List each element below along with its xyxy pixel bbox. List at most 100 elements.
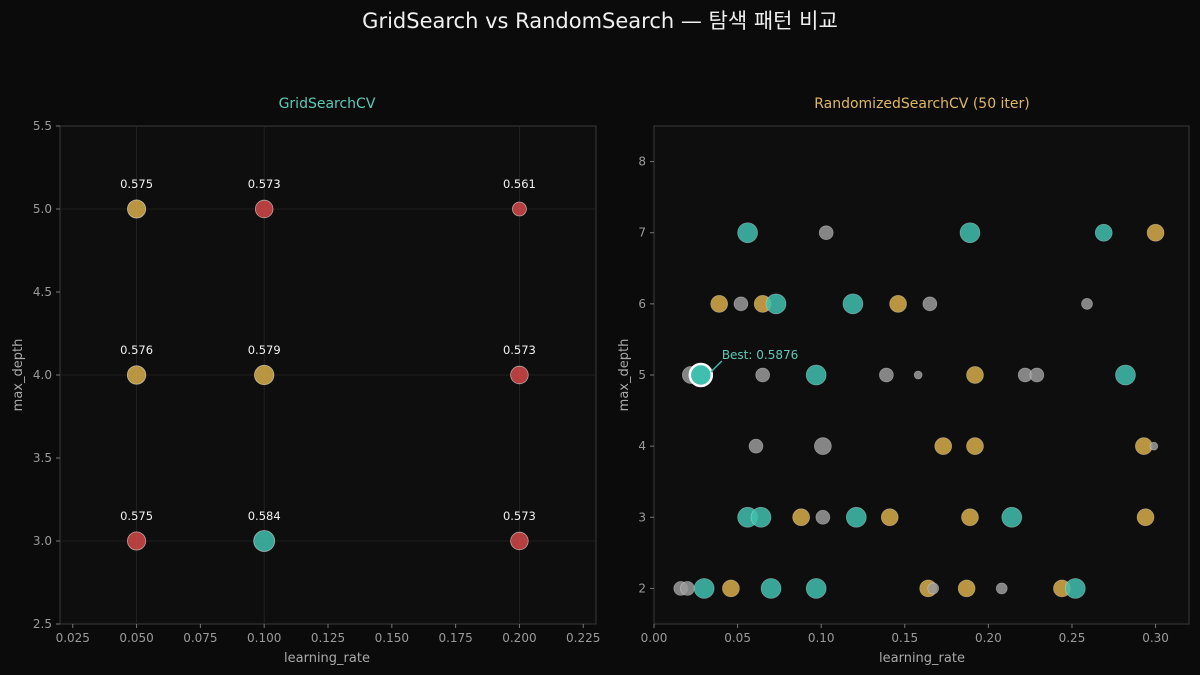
- grid-x-tick-label: 0.175: [438, 631, 472, 645]
- grid-x-tick-label: 0.050: [119, 631, 153, 645]
- random-point: [934, 437, 953, 455]
- random-search-panel: RandomizedSearchCV (50 iter) learning_ra…: [617, 96, 1190, 666]
- random-y-tick-label: 5: [638, 368, 646, 382]
- random-point: [750, 506, 772, 528]
- grid-x-axis-label: learning_rate: [284, 651, 370, 666]
- grid-x-tick-label: 0.125: [311, 631, 345, 645]
- best-annotation-label: Best: 0.5876: [722, 348, 798, 362]
- random-y-tick-label: 6: [638, 297, 646, 311]
- grid-search-panel: GridSearchCV learning_rate max_depth 0.0…: [11, 96, 600, 666]
- grid-point: [254, 199, 274, 219]
- random-point: [957, 579, 976, 598]
- random-best-point: [688, 362, 714, 388]
- random-point: [815, 509, 831, 525]
- random-point: [792, 508, 810, 527]
- random-x-tick-label: 0.30: [1142, 631, 1169, 645]
- random-x-tick-label: 0.00: [641, 631, 668, 645]
- grid-x-tick-label: 0.150: [375, 631, 409, 645]
- random-point: [1064, 578, 1086, 599]
- random-point: [880, 508, 899, 527]
- grid-point-score-label: 0.575: [120, 177, 153, 191]
- random-point: [961, 508, 979, 527]
- grid-point: [510, 365, 529, 385]
- grid-y-tick-label: 5.0: [33, 202, 52, 216]
- random-point: [1149, 441, 1159, 451]
- grid-panel-title: GridSearchCV: [279, 96, 376, 112]
- grid-y-axis-label: max_depth: [11, 339, 26, 412]
- random-y-tick-label: 4: [638, 439, 646, 453]
- random-point: [1094, 223, 1113, 242]
- random-point: [710, 295, 729, 313]
- grid-point: [127, 199, 147, 219]
- grid-x-tick-label: 0.200: [502, 631, 536, 645]
- random-point: [889, 295, 907, 313]
- random-point: [680, 581, 695, 596]
- random-y-tick-label: 8: [638, 155, 646, 169]
- random-x-tick-label: 0.20: [975, 631, 1002, 645]
- random-point: [805, 364, 827, 386]
- random-point: [805, 578, 827, 599]
- random-point: [748, 438, 764, 454]
- grid-point: [254, 364, 275, 386]
- random-x-tick-label: 0.05: [724, 631, 751, 645]
- random-point: [845, 506, 867, 528]
- random-point: [842, 293, 864, 315]
- grid-y-tick-label: 4.0: [33, 368, 52, 382]
- random-point: [755, 367, 771, 383]
- grid-point: [510, 531, 529, 551]
- random-y-axis-label: max_depth: [617, 339, 632, 412]
- grid-y-tick-label: 3.0: [33, 534, 52, 548]
- random-point: [913, 370, 923, 380]
- random-y-tick-label: 2: [638, 581, 646, 595]
- grid-x-tick-label: 0.025: [56, 631, 90, 645]
- random-point: [1081, 298, 1093, 310]
- random-x-tick-label: 0.25: [1059, 631, 1086, 645]
- random-y-tick-label: 7: [638, 226, 646, 240]
- grid-point: [126, 365, 147, 385]
- random-x-axis-label: learning_rate: [879, 651, 965, 666]
- random-point: [879, 367, 894, 383]
- grid-x-tick-label: 0.100: [247, 631, 281, 645]
- random-point: [1029, 367, 1045, 383]
- grid-point-score-label: 0.584: [248, 509, 281, 523]
- random-panel-title: RandomizedSearchCV (50 iter): [814, 96, 1030, 112]
- grid-point: [253, 530, 276, 552]
- grid-point-score-label: 0.573: [503, 343, 536, 357]
- grid-point-score-label: 0.576: [120, 343, 153, 357]
- grid-point-score-label: 0.573: [503, 509, 536, 523]
- random-point: [1146, 223, 1165, 242]
- random-x-tick-label: 0.15: [891, 631, 918, 645]
- random-point: [966, 437, 984, 455]
- random-point: [927, 582, 940, 595]
- grid-y-tick-label: 4.5: [33, 285, 52, 299]
- random-point: [966, 366, 984, 384]
- random-point: [693, 578, 715, 599]
- grid-point-score-label: 0.575: [120, 509, 153, 523]
- random-point: [818, 225, 834, 241]
- random-point: [1115, 364, 1136, 386]
- grid-y-tick-label: 5.5: [33, 119, 52, 133]
- grid-point-score-label: 0.579: [248, 343, 281, 357]
- random-point: [959, 222, 981, 244]
- grid-x-tick-label: 0.225: [566, 631, 600, 645]
- random-point: [922, 296, 938, 312]
- random-point: [765, 293, 787, 315]
- best-annotation-arrow: [710, 360, 723, 373]
- grid-point-score-label: 0.573: [248, 177, 281, 191]
- random-point: [814, 437, 832, 455]
- grid-point: [512, 201, 527, 217]
- random-point: [733, 296, 749, 312]
- random-point: [737, 222, 758, 244]
- random-point: [760, 578, 782, 599]
- random-x-tick-label: 0.10: [808, 631, 835, 645]
- random-point: [995, 582, 1008, 595]
- grid-y-tick-label: 3.5: [33, 451, 52, 465]
- random-point: [1001, 506, 1023, 528]
- random-point: [1136, 508, 1155, 527]
- grid-y-tick-label: 2.5: [33, 617, 52, 631]
- random-point: [722, 579, 740, 598]
- grid-point-score-label: 0.561: [503, 177, 536, 191]
- random-y-tick-label: 3: [638, 510, 646, 524]
- figure-title: GridSearch vs RandomSearch — 탐색 패턴 비교: [362, 9, 838, 33]
